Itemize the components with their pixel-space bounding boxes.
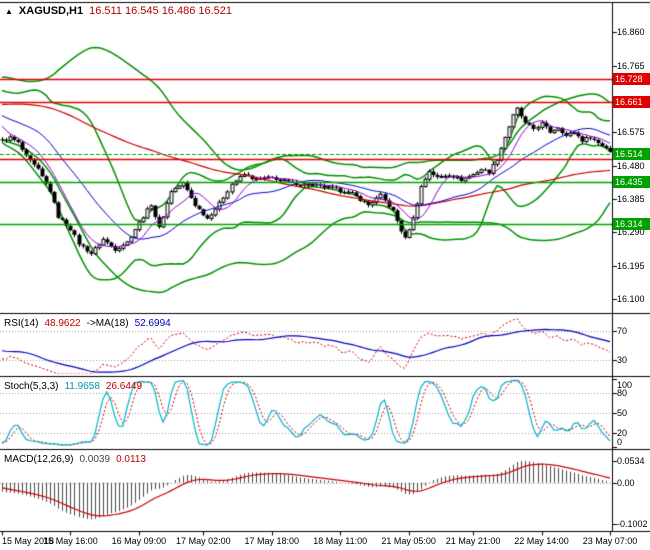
y-axis-label: 16.860 (617, 27, 645, 38)
rsi-ma-name: ->MA(18) (86, 318, 129, 329)
stoch-axis-label: 80 (617, 387, 628, 398)
time-axis-label: 16 May 09:00 (111, 536, 167, 546)
stoch-axis-label: 0 (617, 437, 623, 447)
time-axis-label: 22 May 14:00 (514, 536, 569, 546)
price-flag: 16.514 (613, 147, 650, 160)
rsi-value: 48.9622 (44, 318, 81, 329)
rsi-ma-value: 52.6994 (134, 318, 171, 329)
time-axis-label: 17 May 02:00 (176, 536, 231, 546)
time-axis-label: 21 May 21:00 (445, 536, 501, 546)
y-axis-label: 16.575 (617, 127, 645, 138)
y-axis-label: 16.290 (617, 227, 645, 238)
macd-panel-label: MACD(12,26,9) 0.0039 0.0113 (4, 454, 146, 465)
rsi-panel-label: RSI(14) 48.9622 ->MA(18) 52.6994 (4, 318, 171, 329)
ohlc-values: 16.511 16.545 16.486 16.521 (89, 5, 233, 17)
y-axis-label: 16.480 (617, 160, 645, 171)
time-axis-label: 17 May 18:00 (244, 536, 300, 546)
stoch-signal-value: 26.6449 (105, 381, 143, 392)
macd-name: MACD(12,26,9) (4, 454, 74, 465)
rsi-axis-label: 70 (617, 325, 628, 336)
time-axis-label: 23 May 07:00 (582, 536, 638, 546)
stoch-axis-label: 50 (617, 408, 628, 418)
y-axis-label: 16.195 (617, 260, 645, 271)
price-flag: 16.435 (613, 175, 650, 188)
symbol-marker-icon: ▲ (5, 6, 13, 16)
y-axis-label: 16.100 (617, 294, 645, 305)
time-axis-label: 18 May 11:00 (313, 536, 368, 546)
macd-value: 0.0039 (79, 454, 111, 465)
y-axis-label: 16.385 (617, 194, 645, 205)
stoch-axis-label: 100 (617, 380, 633, 390)
macd-axis-label: -0.1002 (617, 518, 648, 529)
macd-axis-label: 0.00 (617, 477, 635, 488)
macd-axis-label: 0.0534 (617, 455, 645, 466)
time-axis-label: 15 May 16:00 (43, 536, 98, 546)
y-axis-label: 16.765 (617, 60, 645, 71)
stoch-name: Stoch(5,3,3) (4, 381, 59, 392)
time-axis-label: 21 May 05:00 (381, 536, 436, 546)
price-flag: 16.728 (613, 72, 650, 85)
rsi-name: RSI(14) (4, 318, 39, 329)
stoch-value: 11.9658 (64, 381, 100, 392)
symbol-label: XAGUSD,H1 (18, 5, 84, 17)
stoch-axis-label: 20 (617, 428, 628, 439)
chart-header: ▲ XAGUSD,H1 16.511 16.545 16.486 16.521 (5, 5, 232, 17)
stoch-panel-label: Stoch(5,3,3) 11.9658 26.6449 (4, 381, 142, 392)
price-flag: 16.661 (613, 96, 650, 109)
rsi-axis-label: 30 (617, 354, 628, 365)
price-flag: 16.314 (613, 218, 650, 230)
macd-signal-value: 0.0113 (116, 454, 146, 465)
time-axis-label: 15 May 2018 (2, 536, 55, 546)
